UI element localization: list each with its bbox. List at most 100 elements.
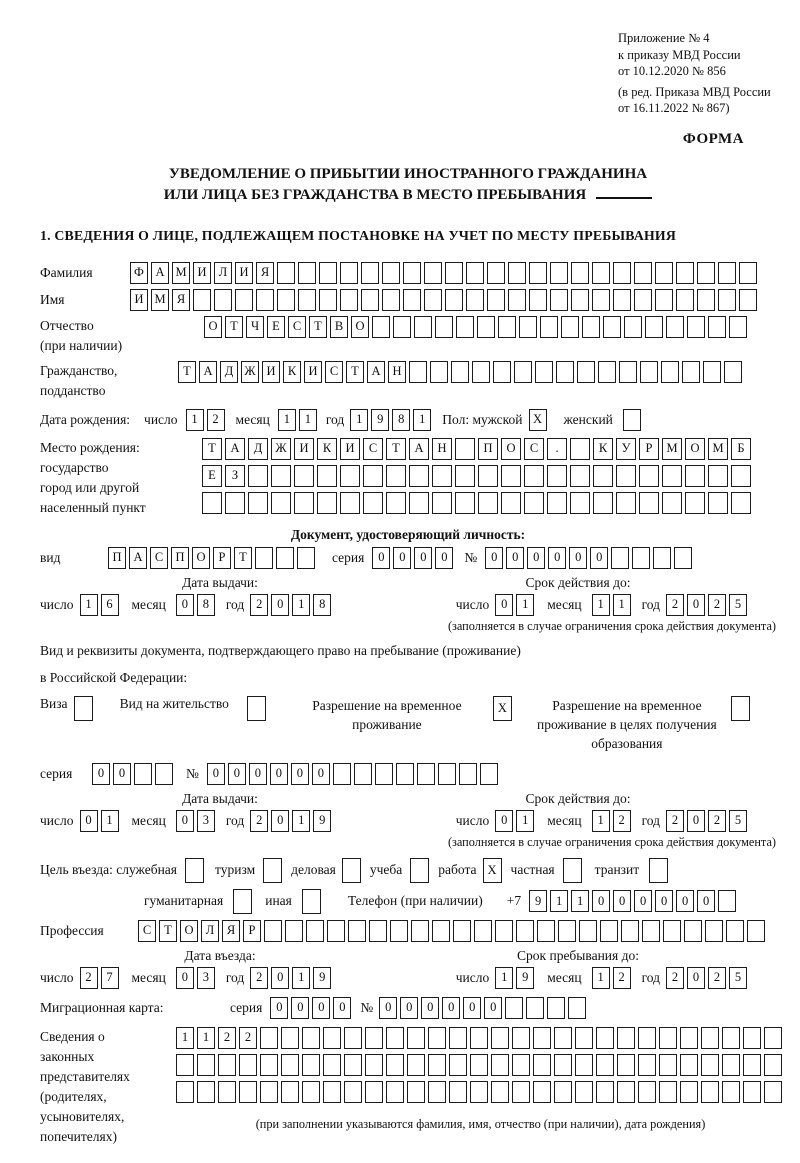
char-cell[interactable]: 0 xyxy=(311,762,330,785)
char-cell[interactable] xyxy=(575,1080,593,1103)
char-cell[interactable]: О xyxy=(192,546,210,569)
char-cell[interactable] xyxy=(432,491,452,514)
char-cell[interactable] xyxy=(661,360,679,383)
char-cell[interactable]: 0 xyxy=(463,996,482,1019)
char-cell[interactable]: 2 xyxy=(612,809,631,832)
char-cell[interactable]: М xyxy=(708,437,728,460)
char-cell[interactable] xyxy=(524,491,544,514)
char-cell[interactable] xyxy=(263,857,283,883)
char-cell[interactable]: 1 xyxy=(550,890,569,912)
char-cell[interactable]: Е xyxy=(267,315,285,338)
char-cell[interactable]: 1 xyxy=(292,593,311,616)
char-cell[interactable] xyxy=(395,762,414,785)
char-cell[interactable] xyxy=(575,1026,593,1049)
char-cell[interactable]: 1 xyxy=(612,593,631,616)
char-cell[interactable] xyxy=(424,288,442,311)
char-cell[interactable] xyxy=(519,315,537,338)
char-cell[interactable]: 1 xyxy=(176,1026,194,1049)
char-cell[interactable] xyxy=(197,1080,215,1103)
char-cell[interactable]: 0 xyxy=(676,890,695,912)
char-cell[interactable] xyxy=(428,1053,446,1076)
char-cell[interactable]: 0 xyxy=(592,890,611,912)
char-cell[interactable] xyxy=(533,1053,551,1076)
char-cell[interactable] xyxy=(365,1080,383,1103)
char-cell[interactable] xyxy=(722,1080,740,1103)
char-cell[interactable]: 0 xyxy=(248,762,267,785)
char-cell[interactable] xyxy=(386,1053,404,1076)
char-cell[interactable]: 2 xyxy=(666,966,684,989)
char-cell[interactable] xyxy=(613,261,631,284)
char-cell[interactable] xyxy=(659,1080,677,1103)
char-cell[interactable]: И xyxy=(304,360,322,383)
char-cell[interactable] xyxy=(571,288,589,311)
char-cell[interactable]: Н xyxy=(388,360,406,383)
char-cell[interactable]: 0 xyxy=(569,546,588,569)
char-cell[interactable]: А xyxy=(409,437,429,460)
char-cell[interactable] xyxy=(302,1080,320,1103)
char-cell[interactable] xyxy=(256,288,274,311)
char-cell[interactable] xyxy=(470,1026,488,1049)
char-cell[interactable]: 0 xyxy=(655,890,674,912)
char-cell[interactable] xyxy=(479,762,498,785)
char-cell[interactable] xyxy=(214,288,232,311)
char-cell[interactable] xyxy=(730,695,750,721)
char-cell[interactable] xyxy=(739,261,757,284)
char-cell[interactable] xyxy=(537,919,555,942)
char-cell[interactable]: Т xyxy=(309,315,327,338)
char-cell[interactable]: 0 xyxy=(372,546,391,569)
char-cell[interactable] xyxy=(649,857,669,883)
char-cell[interactable]: В xyxy=(330,315,348,338)
char-cell[interactable] xyxy=(297,546,315,569)
char-cell[interactable] xyxy=(764,1053,782,1076)
char-cell[interactable] xyxy=(498,315,516,338)
char-cell[interactable]: 5 xyxy=(729,809,747,832)
char-cell[interactable] xyxy=(697,288,715,311)
char-cell[interactable] xyxy=(558,919,576,942)
char-cell[interactable] xyxy=(281,1053,299,1076)
char-cell[interactable] xyxy=(662,491,682,514)
char-cell[interactable]: 0 xyxy=(393,546,412,569)
char-cell[interactable]: X xyxy=(492,695,512,721)
char-cell[interactable] xyxy=(491,1026,509,1049)
char-cell[interactable] xyxy=(685,491,705,514)
char-cell[interactable]: 0 xyxy=(687,966,705,989)
char-cell[interactable]: 1 xyxy=(185,408,204,431)
char-cell[interactable] xyxy=(718,288,736,311)
char-cell[interactable]: 2 xyxy=(708,593,726,616)
char-cell[interactable] xyxy=(547,996,566,1019)
char-cell[interactable]: 2 xyxy=(79,966,98,989)
char-cell[interactable]: Н xyxy=(432,437,452,460)
char-cell[interactable] xyxy=(474,919,492,942)
char-cell[interactable]: Р xyxy=(213,546,231,569)
char-cell[interactable]: 0 xyxy=(527,546,546,569)
char-cell[interactable]: 0 xyxy=(290,762,309,785)
char-cell[interactable] xyxy=(554,1026,572,1049)
char-cell[interactable] xyxy=(554,1053,572,1076)
char-cell[interactable]: 0 xyxy=(333,996,352,1019)
char-cell[interactable]: 2 xyxy=(666,809,684,832)
char-cell[interactable]: 7 xyxy=(100,966,119,989)
char-cell[interactable] xyxy=(514,360,532,383)
char-cell[interactable]: 0 xyxy=(79,809,98,832)
char-cell[interactable]: 1 xyxy=(591,809,610,832)
char-cell[interactable] xyxy=(411,919,429,942)
char-cell[interactable]: 0 xyxy=(291,996,310,1019)
char-cell[interactable] xyxy=(575,1053,593,1076)
char-cell[interactable] xyxy=(701,1080,719,1103)
char-cell[interactable]: 1 xyxy=(591,593,610,616)
char-cell[interactable] xyxy=(561,315,579,338)
char-cell[interactable] xyxy=(470,1080,488,1103)
char-cell[interactable]: 0 xyxy=(506,546,525,569)
char-cell[interactable] xyxy=(365,1053,383,1076)
char-cell[interactable] xyxy=(743,1080,761,1103)
char-cell[interactable] xyxy=(361,261,379,284)
char-cell[interactable] xyxy=(323,1026,341,1049)
char-cell[interactable] xyxy=(340,491,360,514)
char-cell[interactable] xyxy=(655,288,673,311)
char-cell[interactable] xyxy=(281,1080,299,1103)
char-cell[interactable]: К xyxy=(317,437,337,460)
char-cell[interactable] xyxy=(435,315,453,338)
char-cell[interactable]: М xyxy=(172,261,190,284)
char-cell[interactable]: 1 xyxy=(516,593,535,616)
char-cell[interactable]: 8 xyxy=(196,593,215,616)
